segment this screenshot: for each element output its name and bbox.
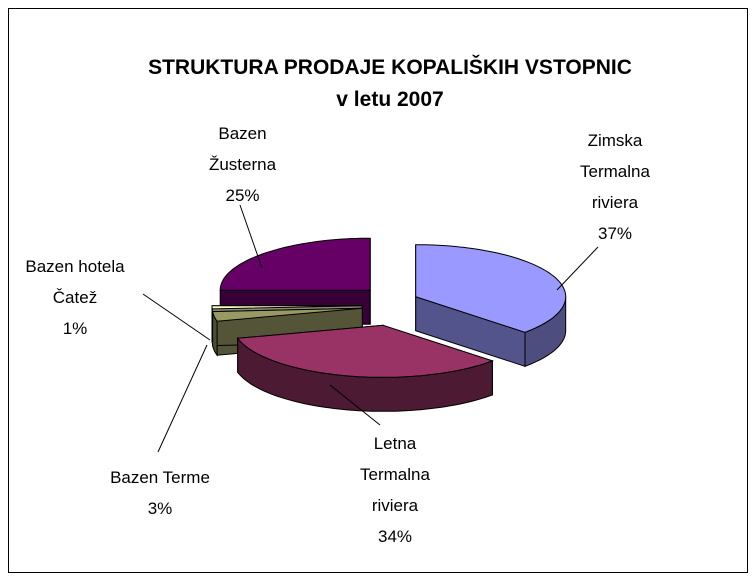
leader-lines [142,204,599,453]
value-label: 1% [62,319,88,338]
slice-top [236,324,494,378]
slice-top [211,307,363,322]
slice-top [219,237,371,291]
leader-line [239,204,263,269]
leader-line [556,246,599,291]
leader-line [329,384,381,426]
chart-border [8,8,748,573]
category-label: Zimska Termalna riviera [580,131,650,212]
slice-label: Zimska Termalna riviera 37% [560,125,670,249]
category-label: Letna Termalna riviera [360,434,430,515]
leader-line [157,344,208,453]
value-label: 25% [225,186,260,205]
value-label: 3% [147,499,173,518]
slice [415,244,567,368]
category-label: Bazen Terme [110,468,210,487]
slice-top [415,244,567,333]
value-label: 37% [597,224,633,243]
slice-label: Bazen Žusterna 25% [195,118,290,211]
leader-line [142,293,211,341]
slice-label: Bazen Terme 3% [90,462,230,524]
slice [236,324,494,412]
slice-top [211,305,363,310]
slice-label: Bazen hotela Čatež 1% [12,251,138,344]
chart-title: STRUKTURA PRODAJE KOPALIŠKIH VSTOPNIC v … [148,56,632,111]
value-label: 34% [377,527,413,546]
slice-label: Letna Termalna riviera 34% [340,428,450,552]
category-label: Bazen Žusterna [208,124,277,174]
category-label: Bazen hotela Čatež [25,257,125,307]
